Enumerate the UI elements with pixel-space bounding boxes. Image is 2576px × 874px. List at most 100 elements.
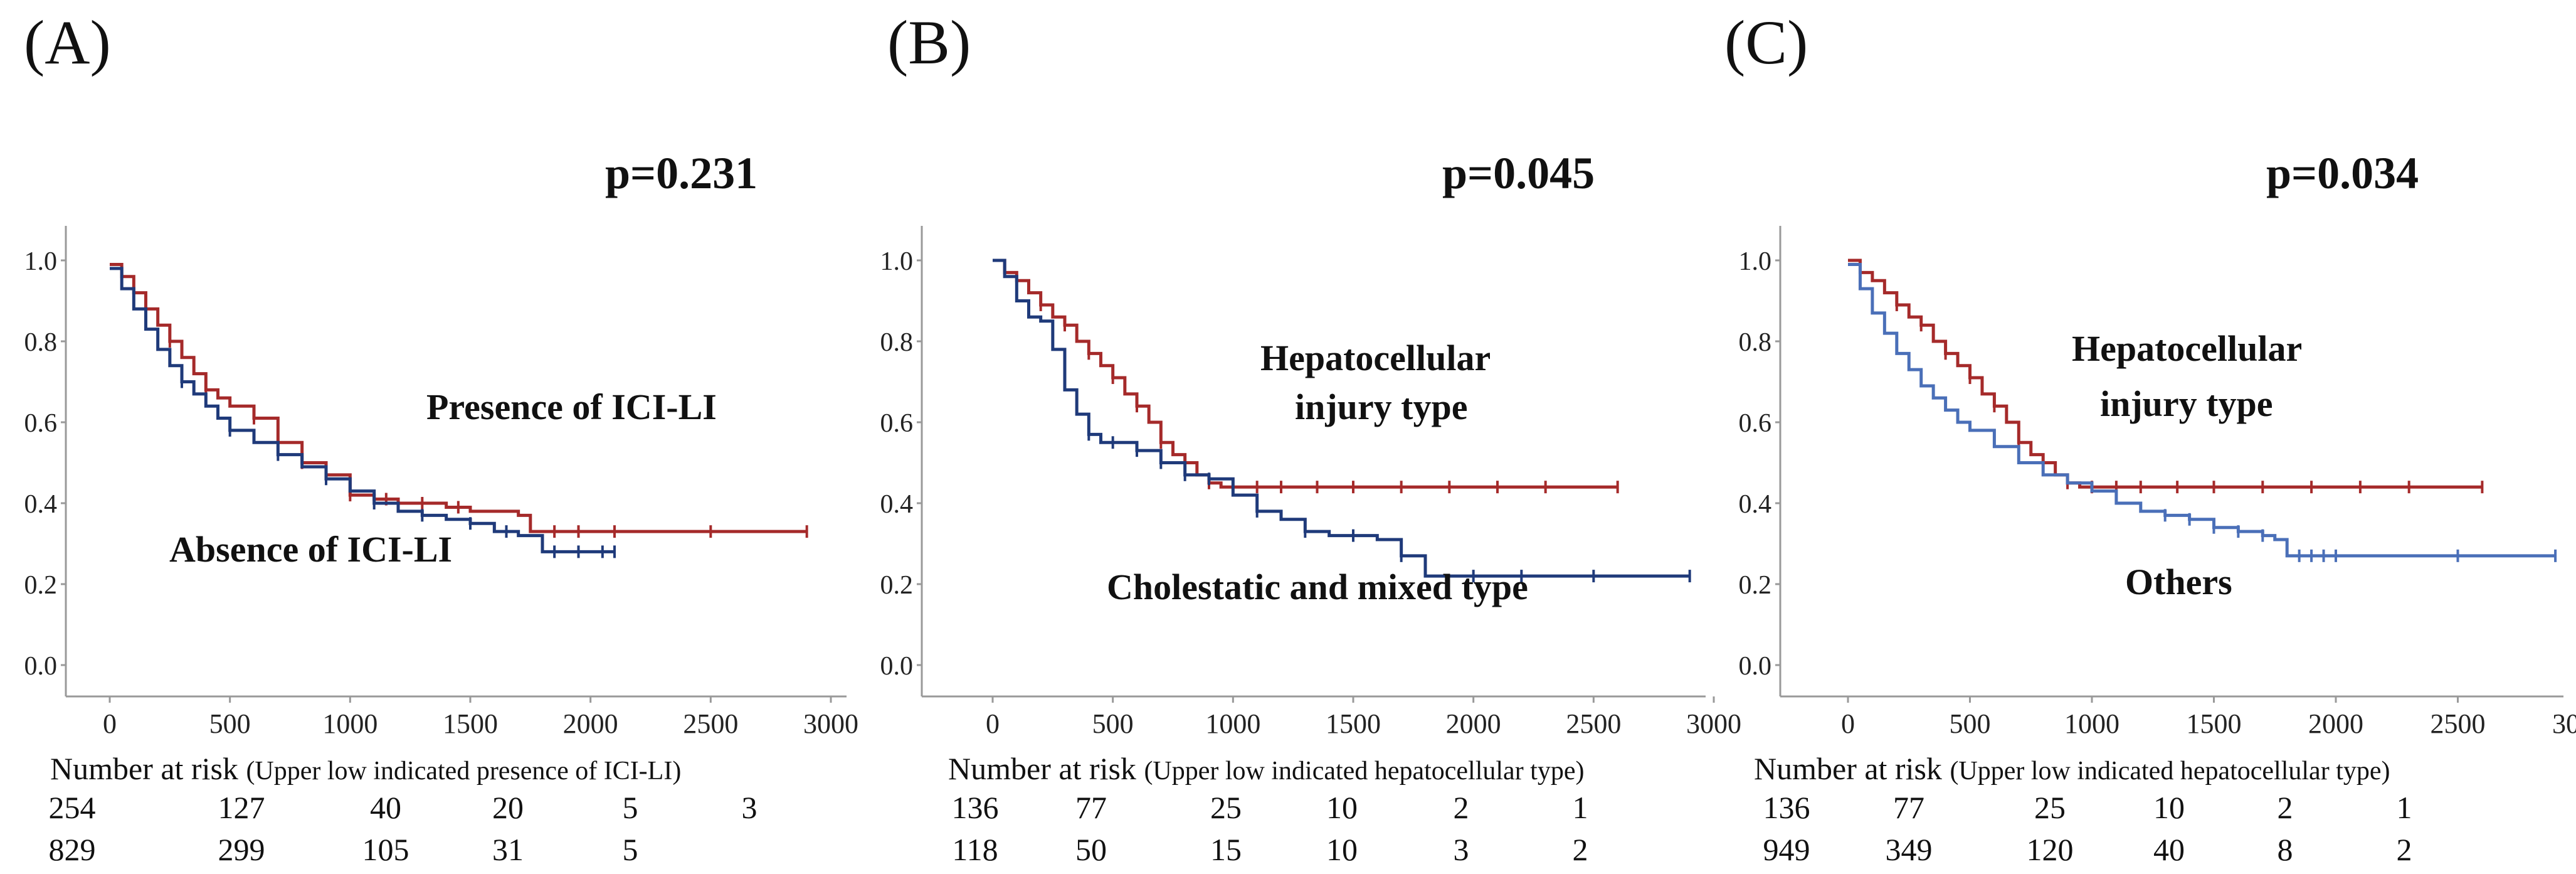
survival-curve-lower: [110, 267, 615, 553]
x-tick-label: 2500: [2431, 708, 2486, 739]
curve-annotation: Others: [2125, 562, 2232, 602]
panel-label-b: (B): [887, 8, 971, 77]
x-tick-label: 1500: [2187, 708, 2242, 739]
risk-cell: 829: [48, 832, 96, 867]
x-tick-label: 2500: [1566, 708, 1621, 739]
risk-cell: 349: [1885, 832, 1933, 867]
risk-cell: 949: [1763, 832, 1810, 867]
panel-a: (A) 0.0 0.2 0.4 0.6 0.8 1.0 0 500 1000 1500 2000 25…: [0, 0, 859, 874]
risk-cell: 5: [622, 832, 638, 867]
risk-cell: 2: [2277, 790, 2293, 825]
panel-b: (B) 0.0 0.2 0.4 0.6 0.8 1.0 0 500 1000 1500 2000 25…: [859, 0, 1742, 874]
y-tick-label: 0.6: [1739, 409, 1772, 438]
x-tick-label: 3000: [2552, 708, 2576, 739]
y-tick-label: 0.8: [1739, 328, 1772, 357]
risk-cell: 2: [2396, 832, 2412, 867]
y-tick-label: 0.6: [880, 409, 914, 438]
x-tick-label: 1000: [1205, 708, 1260, 739]
risk-title-text: Number at risk: [1754, 751, 1942, 786]
x-tick-label: 1500: [1326, 708, 1381, 739]
risk-table-title-c: Number at risk (Upper low indicated hepa…: [1754, 750, 2390, 787]
curve-annotation: Presence of ICI-LI: [426, 386, 717, 427]
risk-cell: 77: [1075, 790, 1107, 825]
survival-curve-upper: [1848, 258, 2483, 489]
risk-cell: 3: [741, 790, 757, 825]
survival-curve-upper: [110, 262, 807, 533]
x-tick-label: 1000: [2064, 708, 2119, 739]
y-tick-label: 0.8: [880, 328, 914, 357]
km-chart-c: 0.0 0.2 0.4 0.6 0.8 1.0 0 500 1000 1500 2000 2500 30…: [1739, 148, 2576, 739]
risk-cell: 118: [952, 832, 998, 867]
x-tick-label: 3000: [803, 708, 858, 739]
survival-curve-lower: [993, 258, 1690, 578]
panel-c: (C) 0.0 0.2 0.4 0.6 0.8 1.0 0 500 1000 1500 2000 25…: [1718, 0, 2576, 874]
risk-title-text: Number at risk: [948, 751, 1136, 786]
km-chart-b: 0.0 0.2 0.4 0.6 0.8 1.0 0 500 1000 1500 2000 2500 30…: [880, 148, 1742, 739]
risk-cell: 25: [2034, 790, 2066, 825]
p-value: p=0.231: [605, 148, 757, 198]
risk-cell: 5: [622, 790, 638, 825]
risk-cell: 10: [2153, 790, 2185, 825]
y-tick-label: 0.6: [24, 409, 58, 438]
risk-cell: 299: [218, 832, 265, 867]
x-tick-label: 0: [986, 708, 1000, 739]
risk-table-title-b: Number at risk (Upper low indicated hepa…: [948, 750, 1584, 787]
curve-annotation: Absence of ICI-LI: [169, 529, 452, 570]
risk-cell: 40: [370, 790, 401, 825]
risk-cell: 127: [218, 790, 265, 825]
risk-cell: 1: [2396, 790, 2412, 825]
y-tick-label: 0.2: [880, 571, 914, 600]
panel-label-a: (A): [24, 8, 111, 77]
y-tick-label: 0.2: [1739, 571, 1772, 600]
x-tick-label: 1000: [322, 708, 377, 739]
x-tick-label: 0: [1841, 708, 1855, 739]
x-tick-label: 2500: [683, 708, 738, 739]
x-tick-label: 3000: [1686, 708, 1741, 739]
risk-cell: 120: [2026, 832, 2074, 867]
x-tick-label: 2000: [2308, 708, 2363, 739]
risk-cell: 2: [1453, 790, 1469, 825]
x-tick-label: 1500: [443, 708, 498, 739]
risk-subtitle-text: (Upper low indicated hepatocellular type…: [1144, 757, 1585, 786]
y-tick-label: 0.4: [1739, 490, 1772, 519]
risk-cell: 10: [1326, 832, 1358, 867]
curve-annotation: Hepatocellular: [2072, 328, 2302, 369]
y-tick-label: 1.0: [880, 247, 914, 276]
risk-cell: 1: [1572, 790, 1588, 825]
y-tick-label: 0.0: [880, 652, 914, 681]
y-tick-label: 1.0: [24, 247, 58, 276]
x-tick-label: 2000: [563, 708, 618, 739]
y-tick-label: 1.0: [1739, 247, 1772, 276]
y-tick-label: 0.2: [24, 571, 58, 600]
risk-cell: 105: [362, 832, 409, 867]
risk-cell: 15: [1210, 832, 1242, 867]
x-tick-label: 2000: [1446, 708, 1501, 739]
x-tick-label: 0: [103, 708, 117, 739]
p-value: p=0.045: [1442, 148, 1595, 198]
risk-cell: 136: [1763, 790, 1810, 825]
risk-title-text: Number at risk: [50, 751, 238, 786]
y-tick-label: 0.4: [24, 490, 58, 519]
km-chart-a: 0.0 0.2 0.4 0.6 0.8 1.0 0 500 1000 1500 2000 2500 30…: [24, 148, 859, 739]
risk-cell: 254: [48, 790, 96, 825]
risk-cell: 10: [1326, 790, 1358, 825]
curve-annotation: Cholestatic and mixed type: [1107, 567, 1528, 607]
risk-cell: 20: [492, 790, 524, 825]
risk-cell: 31: [492, 832, 524, 867]
panel-label-c: (C): [1724, 8, 1808, 77]
curve-annotation: Hepatocellular: [1260, 338, 1491, 378]
p-value: p=0.034: [2266, 148, 2419, 198]
curve-annotation: injury type: [2100, 383, 2273, 424]
risk-cell: 136: [951, 790, 999, 825]
risk-cell: 77: [1893, 790, 1924, 825]
y-tick-label: 0.0: [1739, 652, 1772, 681]
curve-annotation: injury type: [1295, 386, 1468, 427]
risk-cell: 8: [2277, 832, 2293, 867]
risk-cell: 2: [1572, 832, 1588, 867]
risk-subtitle-text: (Upper low indicated hepatocellular type…: [1950, 757, 2390, 786]
risk-cell: 40: [2153, 832, 2185, 867]
y-tick-label: 0.4: [880, 490, 914, 519]
x-tick-label: 500: [209, 708, 251, 739]
risk-cell: 25: [1210, 790, 1242, 825]
risk-table-title-a: Number at risk (Upper low indicated pres…: [50, 750, 681, 787]
